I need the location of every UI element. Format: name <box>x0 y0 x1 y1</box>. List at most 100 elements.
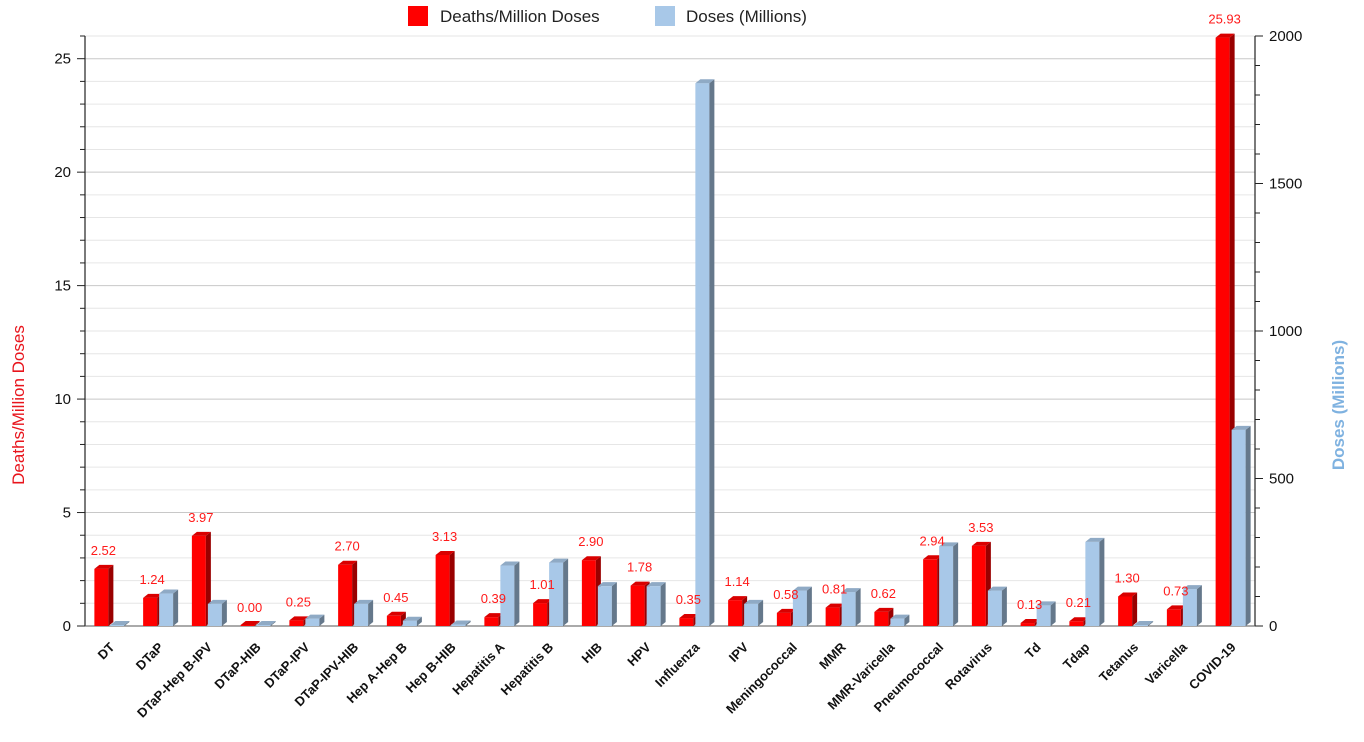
x-tick-label: Varicella <box>1142 639 1190 687</box>
bar-deaths-14-top <box>776 608 796 613</box>
bar-doses-13-top <box>744 599 764 604</box>
x-tick-label: HIB <box>579 640 605 666</box>
bar-doses-1-top <box>159 589 179 594</box>
bar-doses-5-side <box>368 599 374 626</box>
bar-doses-1-front <box>159 593 174 626</box>
legend-swatch-doses <box>655 6 675 26</box>
bar-doses-19-front <box>1036 605 1051 626</box>
bar-doses-12-front <box>695 83 710 626</box>
bar-doses-3-top <box>256 621 276 625</box>
bar-deaths-3 <box>240 621 260 626</box>
bar-deaths-3-side <box>254 621 260 626</box>
bar-doses-16-side <box>904 614 910 626</box>
x-tick-label: Td <box>1022 639 1044 661</box>
data-label: 0.81 <box>822 582 847 597</box>
bar-doses-11 <box>646 582 666 626</box>
x-tick-label: Influenza <box>652 639 703 690</box>
bar-doses-17-side <box>953 542 959 626</box>
bar-doses-4 <box>305 614 325 626</box>
bar-doses-18-side <box>1001 586 1007 626</box>
bar-deaths-3-top <box>240 621 260 625</box>
axes: 0 5 10 15 20 25 0 500 1000 1500 2000 <box>54 28 1302 635</box>
bar-deaths-21 <box>1118 592 1138 626</box>
x-tick-label: HPV <box>624 639 654 669</box>
bar-deaths-1-front <box>143 597 158 626</box>
bar-doses-8-top <box>500 561 520 566</box>
bar-deaths-7-side <box>449 550 455 626</box>
legend: Deaths/Million Doses Doses (Millions) <box>408 6 807 26</box>
bar-doses-11-side <box>660 582 666 626</box>
bar-deaths-16-top <box>874 607 894 612</box>
bar-deaths-5-front <box>338 564 353 626</box>
bar-doses-21-side <box>1148 621 1154 626</box>
bar-deaths-18-top <box>971 541 991 546</box>
y-tick-label-left: 20 <box>54 164 71 181</box>
bar-doses-5-top <box>354 599 374 604</box>
data-label: 0.35 <box>676 592 701 607</box>
bar-deaths-17-front <box>923 559 938 626</box>
bar-deaths-1-top <box>143 593 163 598</box>
bar-doses-4-front <box>305 618 320 626</box>
y-tick-label-right: 0 <box>1269 618 1277 635</box>
bar-doses-12-top <box>695 79 715 84</box>
data-label: 3.13 <box>432 529 457 544</box>
legend-swatch-deaths <box>408 6 428 26</box>
bar-doses-0 <box>110 621 130 626</box>
x-tick-label: COVID-19 <box>1186 640 1239 693</box>
y-tick-label-right: 1500 <box>1269 176 1302 193</box>
x-tick-label: IPV <box>726 639 752 665</box>
x-tick-label: DT <box>95 639 118 662</box>
bar-deaths-19-top <box>1020 619 1040 624</box>
bar-deaths-17-top <box>923 555 943 560</box>
data-label: 1.14 <box>724 574 749 589</box>
bar-deaths-0-top <box>94 564 114 569</box>
y-tick-label-left: 15 <box>54 278 71 295</box>
x-tick-label: DTaP-HIB <box>211 640 263 692</box>
bar-doses-20-side <box>1099 537 1105 626</box>
bar-doses-17 <box>939 542 959 626</box>
data-label: 2.70 <box>334 539 359 554</box>
bar-doses-3-front <box>256 625 271 626</box>
data-label: 3.53 <box>968 520 993 535</box>
bar-deaths-13-top <box>728 596 748 601</box>
bar-doses-9 <box>549 558 569 626</box>
bar-doses-14-front <box>792 590 807 626</box>
bar-deaths-13-front <box>728 600 743 626</box>
bar-doses-22-top <box>1182 585 1202 590</box>
data-label: 0.45 <box>383 590 408 605</box>
data-label: 0.58 <box>773 587 798 602</box>
bar-doses-20 <box>1085 537 1105 626</box>
bar-doses-6 <box>402 616 422 626</box>
bar-deaths-21-top <box>1118 592 1138 597</box>
x-tick-label: DTaP <box>133 639 167 673</box>
bar-deaths-9-front <box>533 603 548 626</box>
bar-doses-19 <box>1036 601 1056 626</box>
x-tick-label: MMR <box>816 639 849 672</box>
bar-deaths-20-top <box>1069 617 1089 622</box>
bar-deaths-14-front <box>776 612 791 626</box>
bar-doses-13-front <box>744 603 759 626</box>
bar-doses-1-side <box>173 589 179 626</box>
bar-deaths-9-top <box>533 599 553 604</box>
y-tick-label-left: 10 <box>54 391 71 408</box>
bar-deaths-7-front <box>435 554 450 626</box>
bar-doses-7-top <box>451 620 471 625</box>
bar-doses-22-side <box>1196 585 1202 626</box>
bar-doses-21-front <box>1134 625 1149 626</box>
bar-doses-7-front <box>451 624 466 626</box>
legend-label-deaths: Deaths/Million Doses <box>440 7 600 26</box>
bar-doses-10-top <box>597 582 617 587</box>
bar-doses-17-front <box>939 546 954 626</box>
bar-doses-5 <box>354 599 374 626</box>
x-tick-label: Tdap <box>1060 639 1093 672</box>
bar-doses-2 <box>207 599 227 626</box>
bar-doses-2-side <box>221 599 227 626</box>
bar-deaths-23-top <box>1215 33 1235 38</box>
bar-deaths-7 <box>435 550 455 626</box>
bar-doses-20-top <box>1085 537 1105 542</box>
bar-doses-0-side <box>124 621 130 626</box>
bar-deaths-7-top <box>435 550 455 555</box>
bar-doses-23 <box>1231 425 1251 626</box>
bar-deaths-4-front <box>289 620 304 626</box>
bar-deaths-19-front <box>1020 623 1035 626</box>
